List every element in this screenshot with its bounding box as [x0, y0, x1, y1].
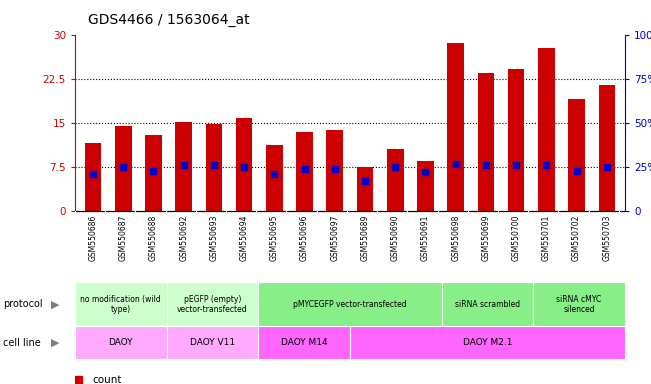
Text: GSM550693: GSM550693 — [210, 215, 218, 261]
Bar — [175, 122, 192, 211]
Bar — [75, 326, 167, 359]
Text: DAOY V11: DAOY V11 — [190, 338, 235, 347]
Bar — [441, 282, 533, 326]
Text: GSM550701: GSM550701 — [542, 215, 551, 261]
Bar — [598, 84, 615, 211]
Text: GSM550692: GSM550692 — [179, 215, 188, 261]
Bar — [296, 132, 313, 211]
Bar — [447, 43, 464, 211]
Bar — [417, 161, 434, 211]
Bar — [350, 326, 625, 359]
Bar — [508, 69, 525, 211]
Bar — [206, 124, 222, 211]
Text: GSM550695: GSM550695 — [270, 215, 279, 261]
Text: count: count — [93, 375, 122, 384]
Text: GSM550691: GSM550691 — [421, 215, 430, 261]
Text: GSM550686: GSM550686 — [89, 215, 98, 261]
Bar — [478, 73, 494, 211]
Bar — [167, 282, 258, 326]
Bar — [75, 282, 167, 326]
Bar — [538, 48, 555, 211]
Bar — [85, 144, 102, 211]
Text: DAOY M2.1: DAOY M2.1 — [463, 338, 512, 347]
Text: GDS4466 / 1563064_at: GDS4466 / 1563064_at — [88, 13, 249, 27]
Bar — [258, 282, 441, 326]
Text: DAOY: DAOY — [109, 338, 133, 347]
Text: cell line: cell line — [3, 338, 41, 348]
Text: DAOY M14: DAOY M14 — [281, 338, 327, 347]
Text: GSM550694: GSM550694 — [240, 215, 249, 261]
Bar — [327, 130, 343, 211]
Bar — [115, 126, 132, 211]
Text: siRNA scrambled: siRNA scrambled — [455, 300, 520, 309]
Text: siRNA cMYC
silenced: siRNA cMYC silenced — [557, 295, 602, 314]
Text: GSM550699: GSM550699 — [482, 215, 490, 261]
Text: protocol: protocol — [3, 299, 43, 310]
Bar — [258, 326, 350, 359]
Text: GSM550698: GSM550698 — [451, 215, 460, 261]
Text: ▶: ▶ — [51, 338, 60, 348]
Text: GSM550687: GSM550687 — [118, 215, 128, 261]
Bar — [145, 135, 161, 211]
Text: GSM550689: GSM550689 — [361, 215, 370, 261]
Bar — [236, 118, 253, 211]
Text: GSM550690: GSM550690 — [391, 215, 400, 261]
Bar — [357, 167, 373, 211]
Text: GSM550703: GSM550703 — [602, 215, 611, 261]
Text: GSM550700: GSM550700 — [512, 215, 521, 261]
Bar — [387, 149, 404, 211]
Text: GSM550696: GSM550696 — [300, 215, 309, 261]
Bar — [266, 145, 283, 211]
Text: GSM550688: GSM550688 — [149, 215, 158, 261]
Text: ▶: ▶ — [51, 299, 60, 310]
Text: GSM550702: GSM550702 — [572, 215, 581, 261]
Text: GSM550697: GSM550697 — [330, 215, 339, 261]
Bar — [533, 282, 625, 326]
Text: pEGFP (empty)
vector-transfected: pEGFP (empty) vector-transfected — [177, 295, 247, 314]
Text: no modification (wild
type): no modification (wild type) — [80, 295, 161, 314]
Bar — [568, 99, 585, 211]
Text: pMYCEGFP vector-transfected: pMYCEGFP vector-transfected — [293, 300, 407, 309]
Bar — [167, 326, 258, 359]
